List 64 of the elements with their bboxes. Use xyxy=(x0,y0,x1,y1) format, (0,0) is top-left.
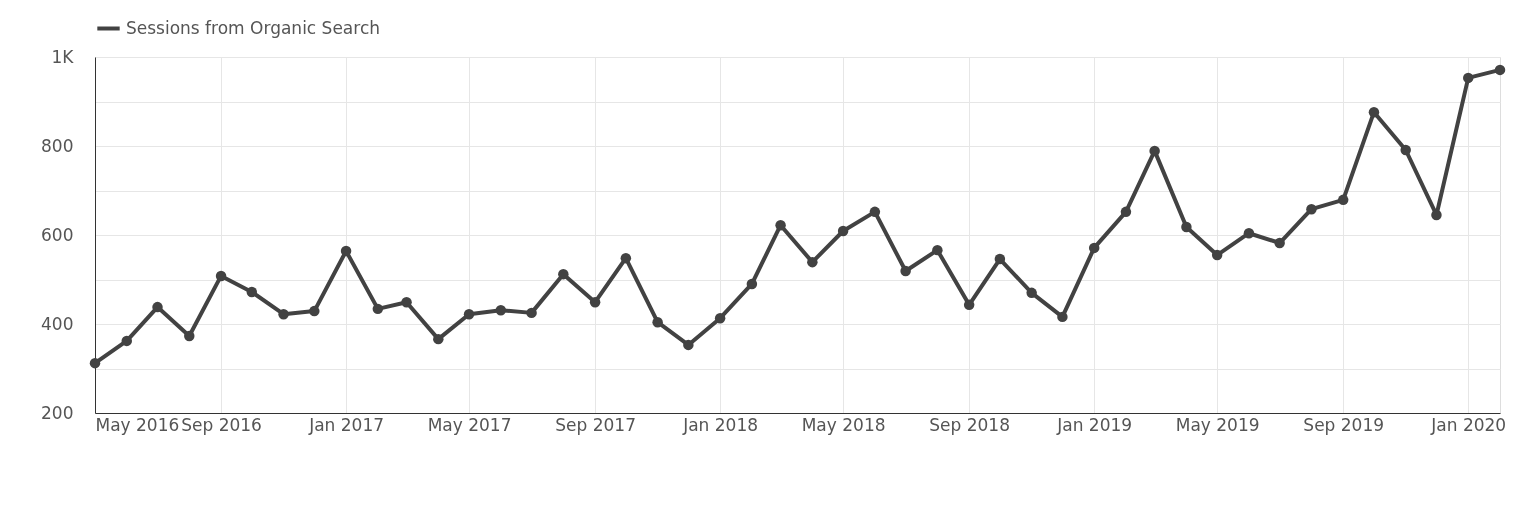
x-tick-label: Sep 2018 xyxy=(929,414,1011,435)
x-tick-label: May 2017 xyxy=(427,414,512,435)
point xyxy=(1243,227,1255,239)
point xyxy=(1088,242,1100,254)
y-tick-label: 800 xyxy=(41,135,74,156)
y-tick-label: 600 xyxy=(41,224,74,245)
point xyxy=(1494,64,1506,76)
legend-label: Sessions from Organic Search xyxy=(126,17,381,38)
point xyxy=(1306,203,1317,215)
point xyxy=(589,296,601,308)
point xyxy=(121,335,133,347)
point xyxy=(807,256,818,268)
point xyxy=(652,316,663,328)
x-tick-label: Sep 2017 xyxy=(555,414,636,435)
point xyxy=(495,304,507,316)
point xyxy=(89,357,101,369)
point xyxy=(963,299,975,311)
point xyxy=(1120,206,1132,218)
point xyxy=(372,303,384,315)
point xyxy=(1026,287,1037,299)
x-tick-label: Jan 2018 xyxy=(682,414,759,435)
point xyxy=(184,330,195,342)
point xyxy=(246,286,258,298)
point xyxy=(775,219,786,231)
point xyxy=(1462,72,1474,84)
x-tick-label: Jan 2017 xyxy=(308,414,385,435)
point xyxy=(1368,106,1380,118)
point xyxy=(1211,249,1223,261)
point xyxy=(900,265,911,277)
point xyxy=(401,296,412,308)
x-tick-label: Jan 2020 xyxy=(1430,414,1507,435)
point xyxy=(1181,221,1192,233)
x-tick-label: May 2016 xyxy=(95,414,180,435)
point xyxy=(526,307,537,319)
point xyxy=(1337,194,1349,206)
point xyxy=(1431,209,1442,221)
y-tick-label: 200 xyxy=(41,402,74,423)
point xyxy=(714,312,726,324)
point xyxy=(309,305,320,317)
point xyxy=(152,301,163,313)
x-tick-label: Sep 2016 xyxy=(181,414,262,435)
point xyxy=(433,333,444,345)
point xyxy=(558,268,569,280)
point xyxy=(932,244,943,256)
x-tick-label: May 2018 xyxy=(801,414,886,435)
point xyxy=(683,339,694,351)
x-tick-label: May 2019 xyxy=(1175,414,1260,435)
point xyxy=(994,253,1006,265)
point xyxy=(837,225,849,237)
x-tick-label: Jan 2019 xyxy=(1056,414,1133,435)
y-tick-label: 400 xyxy=(41,313,74,334)
point xyxy=(1149,145,1160,157)
point xyxy=(620,252,632,264)
point xyxy=(869,206,881,218)
point xyxy=(746,278,758,290)
point xyxy=(1274,237,1285,249)
point xyxy=(278,308,289,320)
point xyxy=(340,245,352,257)
y-tick-label: 1K xyxy=(51,46,75,67)
point xyxy=(463,308,475,320)
point xyxy=(215,270,227,282)
x-tick-label: Sep 2019 xyxy=(1303,414,1385,435)
point xyxy=(1400,144,1411,156)
point xyxy=(1057,311,1068,323)
